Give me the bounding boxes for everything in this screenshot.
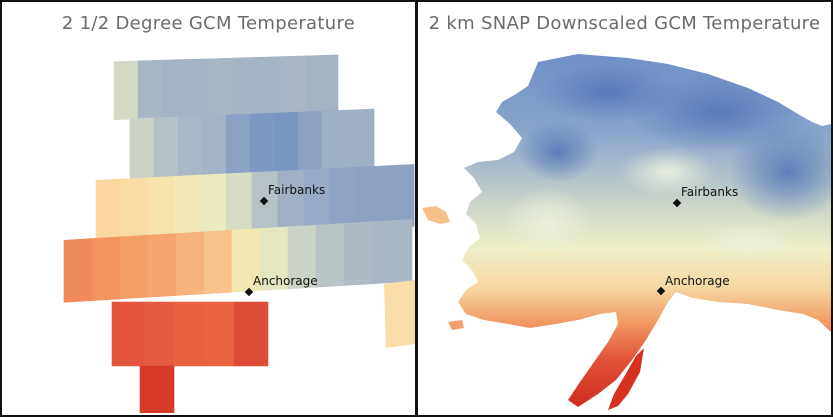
gcm-grid-cell xyxy=(147,233,177,298)
gcm-grid-cell xyxy=(161,59,187,119)
gcm-grid-cell xyxy=(315,223,345,288)
gcm-grid-cell xyxy=(273,111,299,174)
gcm-panel-title: 2 1/2 Degree GCM Temperature xyxy=(61,13,356,34)
gcm-grid-cell xyxy=(281,55,307,115)
gcm-grid-cell xyxy=(95,178,123,243)
gcm-grid-cell xyxy=(143,301,175,367)
gcm-grid-cell xyxy=(303,168,331,233)
gcm-grid-cell xyxy=(225,172,253,237)
gcm-grid-cell xyxy=(343,221,373,286)
gcm-city-fairbanks: Fairbanks xyxy=(259,183,325,206)
gcm-grid-cell xyxy=(249,112,275,175)
gcm-grid-cell xyxy=(329,166,357,231)
snap-downscaled-map: Fairbanks Anchorage xyxy=(422,54,831,410)
snap-anchorage-label: Anchorage xyxy=(665,274,730,288)
gcm-city-anchorage: Anchorage xyxy=(244,274,318,297)
panel-divider xyxy=(415,0,418,417)
gcm-grid-cell xyxy=(371,219,413,285)
gcm-grid-cell xyxy=(203,229,233,295)
gcm-grid-cell xyxy=(225,113,251,176)
gcm-grid-cell xyxy=(233,301,269,367)
gcm-grid-cell xyxy=(153,116,179,179)
gcm-grid-cell xyxy=(91,236,121,301)
gcm-grid-cell xyxy=(209,57,235,118)
gcm-grid-cell xyxy=(185,58,211,118)
gcm-grid-cell xyxy=(175,231,205,296)
snap-panel-title: 2 km SNAP Downscaled GCM Temperature xyxy=(428,13,821,34)
gcm-grid-cell xyxy=(199,173,227,238)
gcm-grid-cell xyxy=(113,60,139,120)
gcm-grid-cell xyxy=(321,108,375,172)
gcm-grid-cell xyxy=(137,59,163,120)
gcm-grid-cell xyxy=(139,365,175,413)
gcm-grid-cells xyxy=(63,54,415,413)
snap-west-islands xyxy=(422,206,644,410)
gcm-grid-cell xyxy=(201,114,227,177)
gcm-grid-cell xyxy=(121,177,149,242)
gcm-grid-cell xyxy=(384,280,415,348)
gcm-grid-cell xyxy=(119,234,149,300)
gcm-grid-map: Fairbanks Anchorage xyxy=(63,54,415,413)
gcm-fairbanks-label: Fairbanks xyxy=(268,183,325,197)
gcm-grid-cell xyxy=(277,169,305,234)
gcm-panel: 2 1/2 Degree GCM Temperature Fairbanks A… xyxy=(2,2,415,413)
snap-city-anchorage: Anchorage xyxy=(656,274,730,296)
gcm-grid-cell xyxy=(63,238,93,303)
gcm-grid-cell xyxy=(355,164,415,230)
gcm-grid-cell xyxy=(173,301,205,367)
gcm-anchorage-label: Anchorage xyxy=(253,274,318,288)
gcm-grid-cell xyxy=(297,110,323,173)
gcm-grid-cell xyxy=(177,115,203,178)
gcm-grid-cell xyxy=(173,174,201,239)
gcm-grid-cell xyxy=(257,56,283,116)
gcm-grid-cell xyxy=(233,57,259,117)
gcm-grid-cell xyxy=(129,117,155,180)
snap-panel: 2 km SNAP Downscaled GCM Temperature xyxy=(418,2,831,413)
gcm-grid-cell xyxy=(305,54,339,115)
snap-alaska-landmass xyxy=(458,54,831,407)
snap-fairbanks-label: Fairbanks xyxy=(681,185,738,199)
gcm-grid-cell xyxy=(111,301,145,367)
gcm-grid-cell xyxy=(147,176,175,241)
gcm-grid-cell xyxy=(203,301,235,367)
